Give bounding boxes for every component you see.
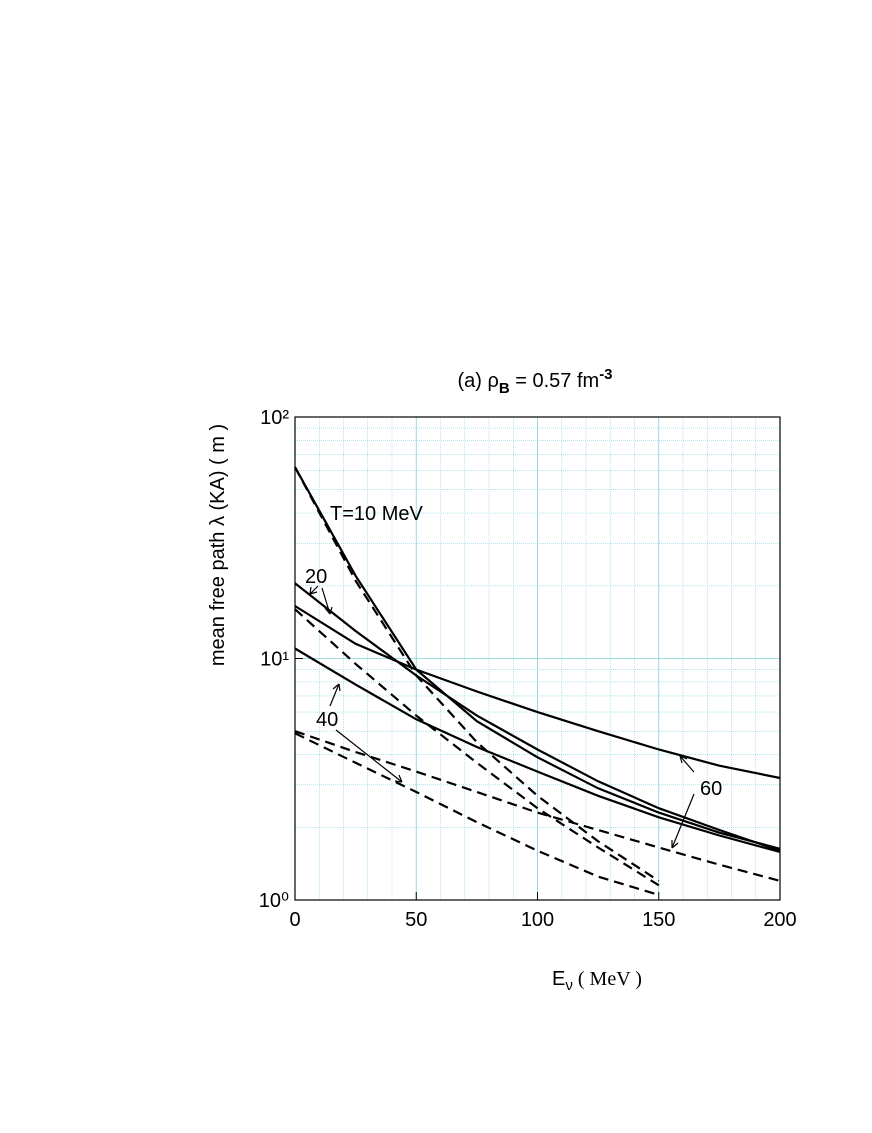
plot-area: 0 50 100 150 200 10⁰ 10¹ 10² [259, 407, 797, 931]
y-axis-label: mean free path λ (KA) ( m ) [207, 424, 229, 666]
x-tick-label: 150 [642, 909, 675, 931]
solid-line [294, 605, 781, 780]
dashed-line [294, 732, 660, 896]
title-mid: = 0.57 fm [510, 370, 600, 392]
annotation: 40 [316, 709, 338, 731]
arrow [309, 585, 319, 595]
x-tick-label: 50 [405, 909, 427, 931]
chart-title: (a) ρB = 0.57 fm-3 [457, 366, 612, 397]
solid-line [294, 582, 781, 852]
x-label-rest: ( MeV ) [573, 968, 642, 990]
x-label-sub: ν [565, 977, 573, 994]
title-sub: B [499, 380, 510, 397]
x-tick-label: 200 [763, 909, 796, 931]
dashed-line [294, 608, 660, 887]
x-tick-label: 0 [289, 909, 300, 931]
plot-frame [294, 416, 781, 901]
annotation: 60 [700, 778, 722, 800]
title-prefix: (a) ρ [457, 370, 498, 392]
y-tick-label: 10² [260, 407, 289, 429]
x-label-main: E [552, 968, 565, 990]
annotation: 20 [305, 566, 327, 588]
arrow [679, 755, 695, 773]
arrow [671, 793, 695, 849]
arrow [335, 729, 403, 783]
title-sup: -3 [599, 366, 612, 383]
solid-line [294, 647, 781, 854]
y-tick-label: 10¹ [260, 649, 289, 671]
solid-line [294, 466, 781, 850]
dashed-line [294, 466, 660, 882]
y-tick-label: 10⁰ [259, 890, 289, 912]
x-axis-label: Eν ( MeV ) [552, 968, 642, 994]
dashed-line [294, 730, 781, 882]
arrow [329, 683, 341, 707]
x-tick-label: 100 [521, 909, 554, 931]
arrow [321, 587, 333, 615]
annotation: T=10 MeV [330, 503, 423, 525]
arrows [309, 585, 695, 849]
